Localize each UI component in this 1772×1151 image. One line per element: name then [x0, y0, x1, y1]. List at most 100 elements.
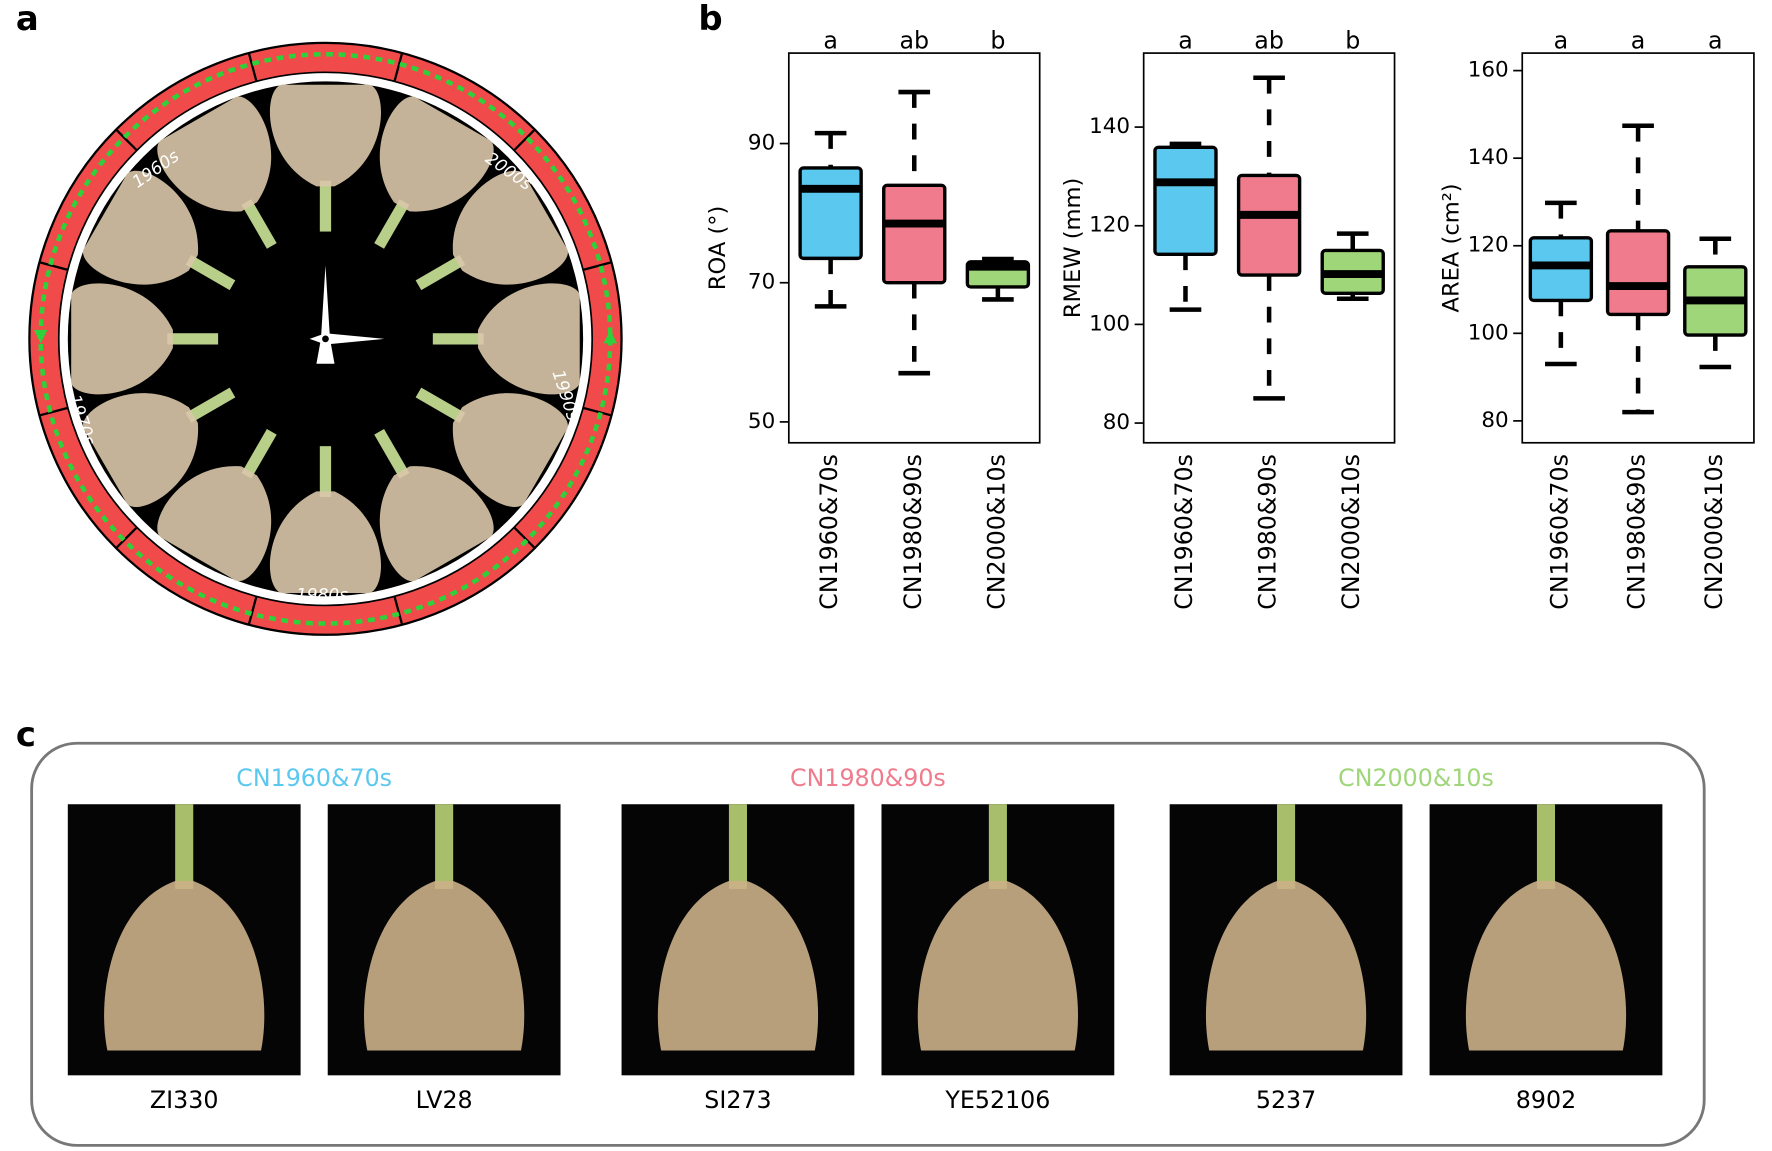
root-sample [374, 96, 494, 249]
stem [185, 387, 236, 423]
root-sample [157, 428, 277, 582]
root-sample [83, 387, 236, 507]
box [1605, 229, 1671, 317]
root [657, 881, 819, 1051]
letter: ab [1254, 26, 1284, 54]
variety-label: SI273 [704, 1086, 771, 1114]
y-axis-label: ROA (°) [705, 206, 731, 291]
stem [728, 804, 747, 889]
ring-divider [582, 406, 612, 417]
clock-outline [28, 41, 623, 636]
box [798, 166, 863, 261]
root-sample [83, 170, 236, 291]
stem [185, 254, 236, 291]
root [453, 170, 568, 285]
stem [415, 387, 466, 423]
x-tick-label: CN2000&10s [982, 454, 1010, 610]
y-tick-label: 140 [1089, 114, 1130, 139]
root-sample [269, 446, 382, 594]
decade-label: 1980s [296, 584, 348, 604]
ring-divider [115, 128, 138, 152]
root [71, 283, 173, 395]
x-tick-label: CN1960&70s [1545, 454, 1573, 610]
ring-divider [513, 526, 536, 549]
root [917, 881, 1078, 1051]
stem [374, 428, 410, 479]
box [882, 183, 947, 285]
y-tick-label: 80 [1103, 410, 1130, 435]
clock-hand [309, 333, 385, 345]
root [379, 466, 494, 582]
x-tick-label: CN1980&90s [899, 454, 927, 610]
box [1236, 173, 1302, 277]
stem [988, 804, 1007, 889]
x-tick-label: CN1980&90s [1254, 454, 1282, 610]
root [269, 491, 382, 594]
panel-label: c [16, 715, 36, 754]
root [453, 393, 568, 507]
variety-label: 8902 [1516, 1086, 1576, 1114]
root [269, 84, 382, 187]
root [1205, 881, 1367, 1051]
y-tick-label: 120 [1089, 213, 1130, 238]
y-tick-label: 50 [748, 409, 775, 434]
x-tick-label: CN1960&70s [1170, 454, 1198, 610]
root [83, 170, 198, 285]
ring-divider [39, 406, 69, 417]
ring-divider [513, 128, 536, 152]
stem [241, 199, 277, 249]
plot-frame [1142, 52, 1396, 444]
letter: a [1554, 26, 1569, 54]
ring-divider [39, 261, 69, 271]
root [478, 283, 580, 395]
group-title: CN2000&10s [1338, 764, 1494, 792]
ring-divider [247, 52, 258, 82]
y-tick-label: 100 [1089, 311, 1130, 336]
ring-divider [115, 526, 138, 549]
variety-label: ZI330 [150, 1086, 219, 1114]
root-sample [157, 96, 277, 249]
ring-divider [393, 52, 404, 82]
stem [435, 804, 454, 889]
x-tick-label: CN2000&10s [1337, 454, 1365, 610]
clock-pin [322, 335, 329, 343]
root [83, 393, 198, 507]
ring-divider [582, 261, 612, 271]
stem [1277, 804, 1296, 889]
letter: b [1345, 26, 1360, 54]
root [364, 881, 525, 1051]
stem [1536, 804, 1556, 889]
panel-label: b [698, 0, 722, 38]
root-sample [432, 283, 580, 395]
letter: ab [899, 26, 929, 54]
group-title: CN1980&90s [790, 764, 946, 792]
letter: b [990, 26, 1005, 54]
root-sample [415, 170, 568, 291]
root-sample [71, 283, 219, 395]
stem [175, 804, 194, 889]
arrow [603, 329, 618, 344]
stem [415, 254, 466, 291]
panel-label: a [16, 0, 39, 38]
stem [167, 333, 219, 345]
stem [374, 199, 410, 249]
stem [319, 180, 332, 232]
root [104, 881, 265, 1051]
x-tick-label: CN2000&10s [1700, 454, 1728, 610]
y-axis-label: AREA (cm²) [1439, 183, 1465, 312]
plot-frame [1521, 52, 1755, 444]
letter: a [1631, 26, 1646, 54]
variety-label: 5237 [1256, 1086, 1316, 1114]
ring-divider [393, 596, 404, 626]
y-tick-label: 80 [1481, 408, 1508, 433]
stem [319, 446, 332, 497]
arrow [33, 329, 48, 344]
variety-label: LV28 [416, 1086, 473, 1114]
root-sample [269, 84, 382, 232]
y-tick-label: 70 [748, 270, 775, 295]
letter: a [1178, 26, 1193, 54]
root [157, 466, 272, 582]
plot-frame [787, 52, 1041, 444]
x-tick-label: CN1960&70s [815, 454, 843, 610]
